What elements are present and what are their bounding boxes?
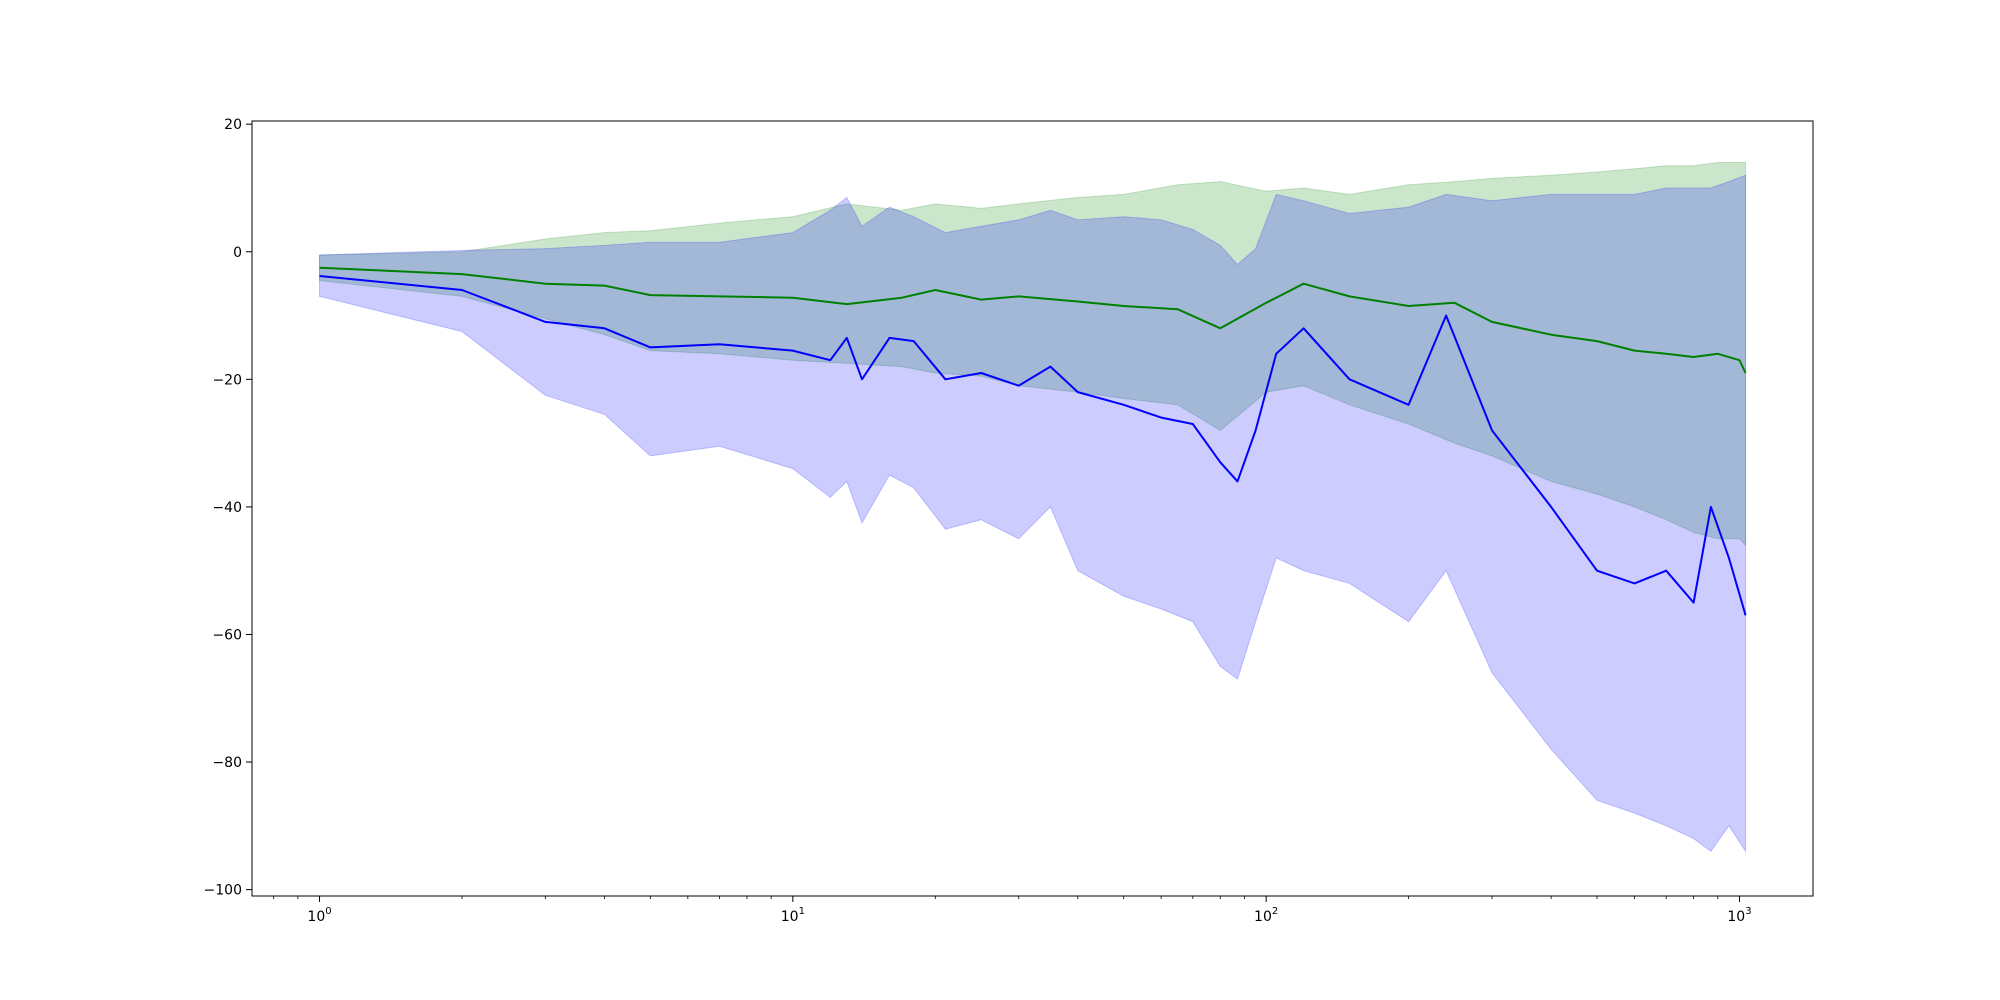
y-tick-label: −100 (204, 883, 242, 899)
series-0-band (319, 162, 1747, 547)
plot-frame (251, 120, 1814, 897)
y-axis: 20 0 −20 −40 −60 −80 −100 (204, 117, 252, 899)
y-tick-label: −60 (212, 627, 242, 643)
confidence-bands (319, 162, 1747, 853)
series-1-band (319, 174, 1747, 853)
y-tick-label: −40 (212, 500, 242, 516)
y-tick-label: −20 (212, 372, 242, 388)
x-tick-label: 101 (781, 906, 805, 925)
plot-area (319, 162, 1747, 853)
x-tick-label: 103 (1727, 906, 1751, 925)
series-lines (319, 266, 1747, 616)
x-axis: 100 101 102 103 (273, 896, 1752, 925)
y-tick-label: −80 (212, 755, 242, 771)
series-0-line (319, 266, 1747, 374)
x-tick-label: 102 (1254, 906, 1278, 925)
series-1-line (319, 275, 1747, 616)
y-tick-label: 0 (233, 245, 242, 261)
y-tick-label: 20 (224, 117, 242, 133)
x-tick-label: 100 (307, 906, 331, 925)
